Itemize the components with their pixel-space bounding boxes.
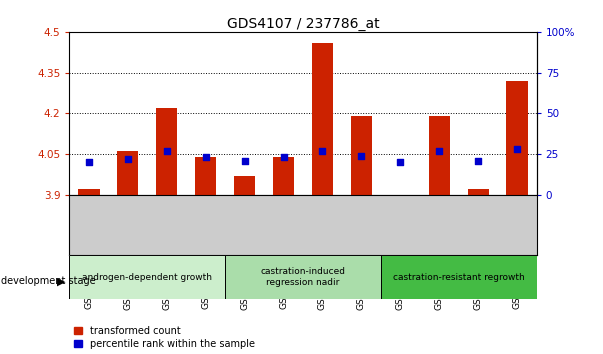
Bar — [234, 176, 255, 195]
Bar — [117, 151, 139, 195]
Point — [201, 154, 210, 160]
Point — [435, 148, 444, 154]
Text: development stage: development stage — [1, 276, 96, 286]
Bar — [195, 157, 216, 195]
Point — [318, 148, 327, 154]
Bar — [429, 116, 450, 195]
Point — [473, 158, 483, 163]
Point — [279, 154, 288, 160]
Point — [513, 146, 522, 152]
Point — [84, 159, 93, 165]
Point — [240, 158, 250, 163]
Bar — [351, 116, 372, 195]
Title: GDS4107 / 237786_at: GDS4107 / 237786_at — [227, 17, 379, 31]
Bar — [273, 157, 294, 195]
Bar — [467, 189, 489, 195]
Bar — [381, 255, 537, 299]
Bar — [507, 81, 528, 195]
Legend: transformed count, percentile rank within the sample: transformed count, percentile rank withi… — [74, 326, 254, 349]
Point — [356, 153, 366, 159]
Point — [162, 148, 171, 154]
Bar — [225, 255, 381, 299]
Text: ▶: ▶ — [57, 276, 65, 286]
Point — [396, 159, 405, 165]
Text: castration-induced
regression nadir: castration-induced regression nadir — [260, 267, 346, 287]
Text: castration-resistant regrowth: castration-resistant regrowth — [393, 273, 525, 281]
Bar — [69, 255, 225, 299]
Bar — [78, 189, 99, 195]
Bar — [156, 108, 177, 195]
Point — [123, 156, 133, 162]
Text: androgen-dependent growth: androgen-dependent growth — [82, 273, 212, 281]
Bar — [312, 43, 333, 195]
